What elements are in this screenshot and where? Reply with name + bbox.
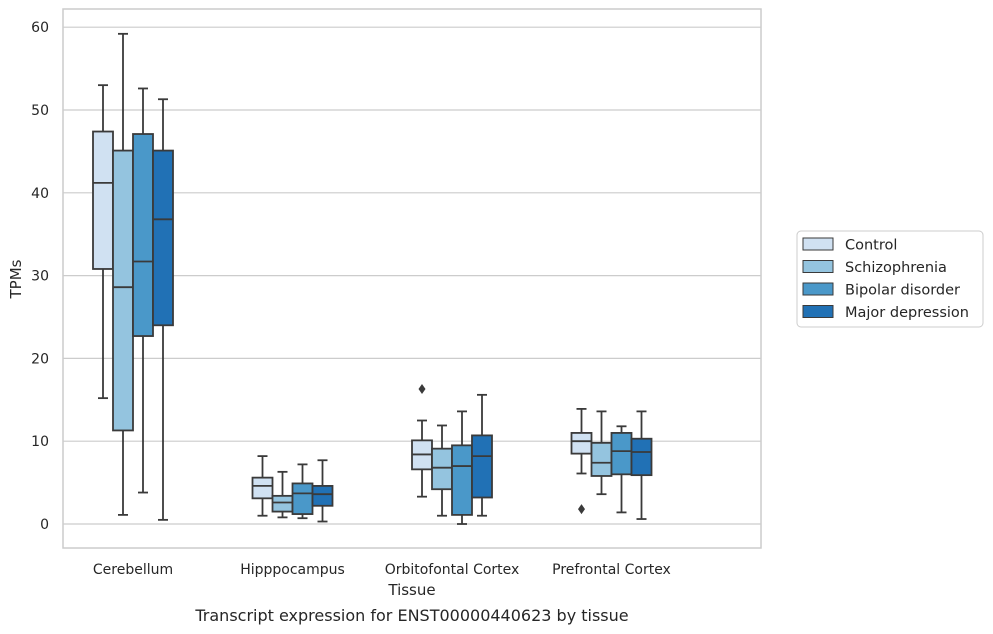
legend-frame [796,230,984,328]
y-tick-label-20: 20 [31,351,49,367]
x-tick-label-2: Orbitofontal Cortex [385,562,520,578]
box-1-2 [291,463,314,520]
legend-label-2: Bipolar disorder [845,283,960,299]
y-tick-label-0: 0 [40,517,49,533]
chart-caption: Transcript expression for ENST0000044062… [194,606,628,625]
y-tick-label-10: 10 [31,434,49,450]
box-1-3 [311,459,334,523]
box-2-2 [451,410,473,525]
x-tick-label-0: Cerebellum [93,562,173,578]
box-2-1 [431,424,453,517]
y-tick-label-50: 50 [31,103,49,119]
box-iqr [92,130,114,270]
legend-swatch-0 [802,237,834,251]
box-2-3 [471,393,493,517]
box-iqr [431,447,453,491]
box-3-2 [610,425,633,514]
box-3-3 [630,410,653,520]
box-2-0 [411,384,433,498]
box-iqr [471,434,493,499]
box-iqr [152,149,174,327]
legend-swatch-1 [802,260,834,273]
x-axis-ticks: Cerebellum Hipppocampus Orbitofontal Corte… [93,562,671,578]
box-iqr [630,437,653,477]
x-axis-label: Tissue [387,581,435,599]
legend-swatch-2 [802,282,834,296]
box-iqr [112,149,134,432]
box-3-1 [590,410,613,496]
gridlines [63,26,761,525]
box-iqr [570,432,593,455]
box-1-0 [251,455,274,517]
box-iqr [311,485,334,507]
x-tick-label-1: Hipppocampus [240,562,345,578]
legend-label-1: Schizophrenia [845,260,947,276]
box-0-1 [112,32,134,516]
box-iqr [251,476,274,500]
outlier-point [418,384,426,395]
x-tick-label-3: Prefrontal Cortex [552,562,671,578]
y-tick-label-30: 30 [31,269,49,285]
legend: Control Schizophrenia Bipolar disorder Majo… [796,230,984,328]
y-tick-label-60: 60 [31,20,49,36]
box-iqr [271,494,294,513]
legend-swatch-3 [802,305,834,318]
box-3-0 [570,408,593,515]
legend-label-3: Major depression [845,305,969,321]
y-axis-label: TPMs [7,259,25,299]
box-iqr [291,482,314,515]
box-iqr [590,441,613,477]
plot-frame [62,8,762,549]
y-tick-label-40: 40 [31,186,49,202]
box-0-2 [132,87,154,494]
y-axis-ticks: 0 10 20 30 40 50 60 [31,20,49,533]
legend-label-0: Control [845,238,897,254]
box-iqr [132,133,154,337]
box-1-1 [271,470,294,519]
box-0-3 [152,98,174,521]
box-iqr [451,444,473,516]
outlier-point [578,504,585,515]
box-iqr [610,432,633,476]
box-0-0 [92,84,114,400]
box-plot-area [92,32,653,525]
